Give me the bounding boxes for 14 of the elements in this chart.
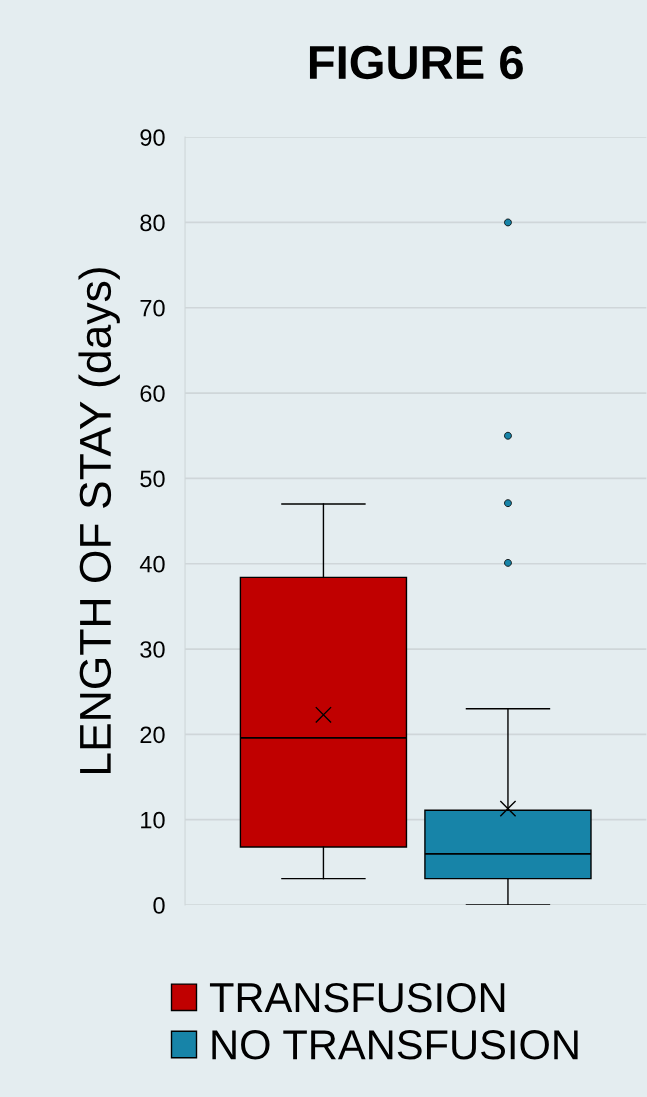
- chart-title: FIGURE 6: [309, 45, 523, 80]
- y-tick-label: 10: [141, 811, 165, 829]
- y-tick-label: 70: [140, 299, 165, 317]
- y-tick-label: 60: [140, 385, 165, 402]
- legend-label: TRANSFUSION: [209, 982, 505, 1013]
- y-tick-label: 90: [140, 129, 165, 146]
- y-tick-label: 80: [140, 214, 165, 232]
- y-axis-title: LENGTH OF STAY (days): [78, 268, 120, 774]
- y-tick-label: 40: [139, 555, 165, 573]
- y-tick-label: 30: [140, 641, 165, 658]
- y-tick-label: 20: [140, 726, 165, 744]
- y-tick-label: 50: [140, 470, 165, 488]
- legend-label: NO TRANSFUSION: [212, 1030, 578, 1060]
- y-tick-label: 0: [153, 897, 165, 914]
